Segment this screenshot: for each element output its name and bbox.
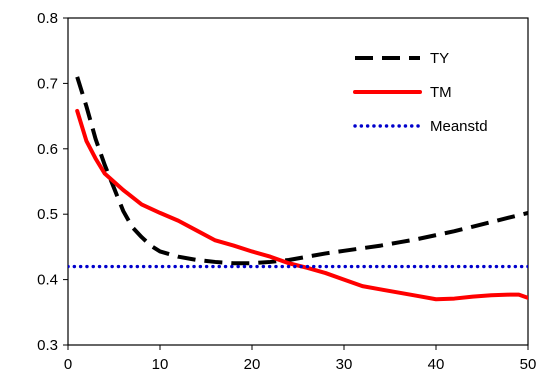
legend-label-meanstd: Meanstd — [430, 118, 488, 135]
x-tick-label: 10 — [152, 356, 169, 373]
tick-labels: 0.3 0.4 0.5 0.6 0.7 0.8 0 10 20 30 40 50 — [37, 10, 536, 373]
series-line-ty — [75, 76, 528, 266]
y-tick-label: 0.4 — [37, 272, 58, 289]
x-tick-label: 40 — [428, 356, 445, 373]
y-tick-label: 0.6 — [37, 141, 58, 158]
axes — [63, 17, 529, 350]
legend-label-ty: TY — [430, 50, 449, 67]
series-line-tm — [75, 108, 528, 302]
series-lines — [68, 76, 528, 302]
plot-frame — [67, 17, 529, 346]
legend-label-tm: TM — [430, 84, 452, 101]
legend: TY TM Meanstd — [353, 50, 488, 135]
y-tick-label: 0.7 — [37, 75, 58, 92]
x-tick-label: 0 — [64, 356, 72, 373]
y-tick-label: 0.5 — [37, 206, 58, 223]
x-tick-label: 50 — [520, 356, 537, 373]
x-tick-label: 30 — [336, 356, 353, 373]
x-tick-label: 20 — [244, 356, 261, 373]
y-tick-label: 0.3 — [37, 337, 58, 354]
y-tick-label: 0.8 — [37, 10, 58, 27]
